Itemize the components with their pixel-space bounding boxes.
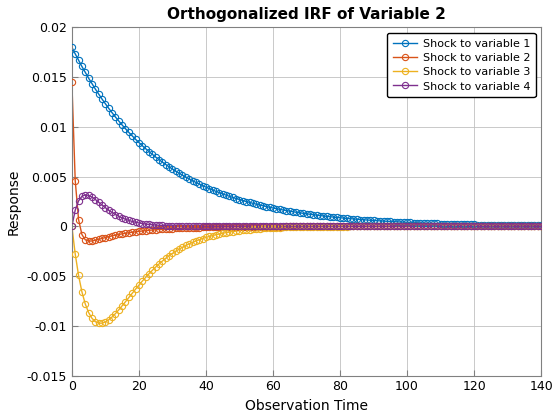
- Shock to variable 4: [68, 224, 75, 229]
- Shock to variable 2: [72, 178, 78, 183]
- Shock to variable 4: [471, 224, 478, 229]
- Shock to variable 3: [517, 224, 524, 229]
- Shock to variable 1: [468, 222, 474, 227]
- Shock to variable 1: [72, 51, 78, 56]
- Shock to variable 3: [72, 252, 78, 257]
- Line: Shock to variable 3: Shock to variable 3: [69, 223, 544, 326]
- Shock to variable 2: [538, 224, 544, 229]
- Line: Shock to variable 1: Shock to variable 1: [69, 44, 544, 228]
- Shock to variable 4: [72, 207, 78, 213]
- Title: Orthogonalized IRF of Variable 2: Orthogonalized IRF of Variable 2: [167, 7, 446, 22]
- Shock to variable 3: [481, 224, 488, 229]
- Line: Shock to variable 4: Shock to variable 4: [69, 192, 544, 229]
- Shock to variable 2: [226, 224, 233, 229]
- Shock to variable 1: [223, 193, 230, 198]
- Y-axis label: Response: Response: [7, 168, 21, 235]
- Shock to variable 4: [226, 224, 233, 229]
- Shock to variable 4: [82, 192, 88, 197]
- Shock to variable 1: [538, 223, 544, 228]
- Shock to variable 2: [68, 79, 75, 84]
- Shock to variable 3: [95, 320, 102, 326]
- Shock to variable 4: [538, 224, 544, 229]
- Shock to variable 2: [517, 224, 524, 229]
- Shock to variable 2: [471, 224, 478, 229]
- Shock to variable 1: [514, 223, 521, 228]
- Line: Shock to variable 2: Shock to variable 2: [69, 79, 544, 244]
- Shock to variable 3: [226, 229, 233, 234]
- Shock to variable 1: [95, 92, 102, 97]
- Shock to variable 2: [85, 239, 92, 244]
- Shock to variable 4: [481, 224, 488, 229]
- Shock to variable 1: [68, 45, 75, 50]
- Shock to variable 1: [478, 222, 484, 227]
- Shock to variable 3: [471, 224, 478, 229]
- X-axis label: Observation Time: Observation Time: [245, 399, 368, 413]
- Shock to variable 2: [99, 236, 105, 241]
- Shock to variable 3: [538, 224, 544, 229]
- Legend: Shock to variable 1, Shock to variable 2, Shock to variable 3, Shock to variable: Shock to variable 1, Shock to variable 2…: [387, 33, 535, 97]
- Shock to variable 3: [68, 224, 75, 229]
- Shock to variable 4: [99, 202, 105, 207]
- Shock to variable 3: [99, 320, 105, 326]
- Shock to variable 2: [481, 224, 488, 229]
- Shock to variable 4: [517, 224, 524, 229]
